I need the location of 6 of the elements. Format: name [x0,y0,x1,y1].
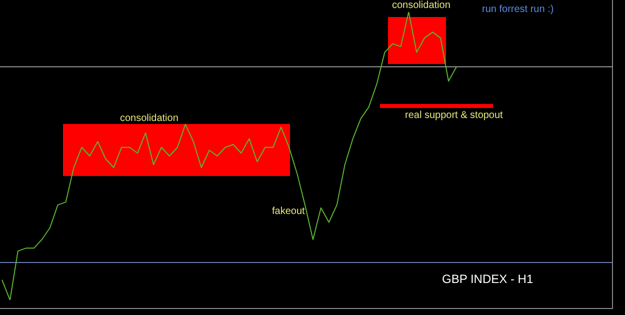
annotation: consolidation [120,113,178,124]
annotation: real support & stopout [405,110,503,121]
annotation: fakeout [272,206,305,217]
annotation: run forrest run :) [482,4,554,15]
text: GBP INDEX - H1 [442,272,534,286]
text: consolidation [392,0,450,11]
